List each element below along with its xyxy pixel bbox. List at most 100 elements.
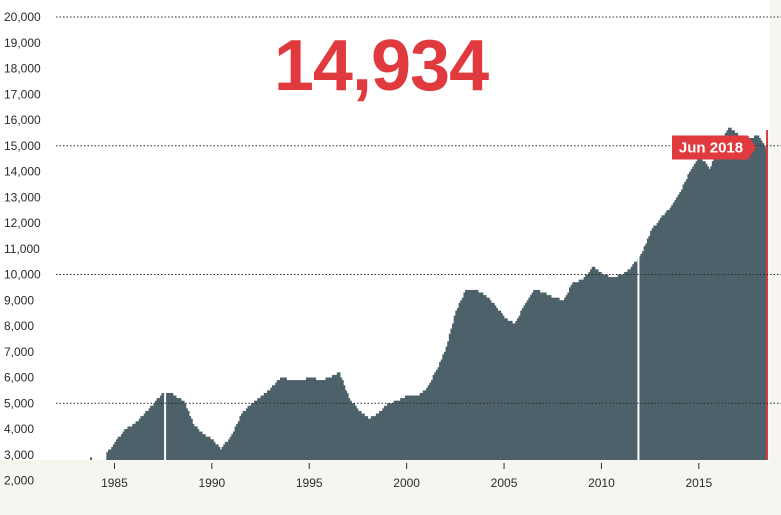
- bar: [538, 289, 541, 460]
- bar: [750, 138, 753, 460]
- bar: [215, 444, 218, 460]
- bar: [322, 380, 325, 460]
- bar: [401, 398, 404, 460]
- bar: [305, 377, 309, 460]
- bar: [486, 297, 489, 460]
- bar: [333, 374, 336, 460]
- bar: [494, 305, 497, 460]
- bar: [187, 410, 190, 460]
- bar: [635, 261, 638, 461]
- bar: [315, 380, 318, 460]
- bar: [344, 390, 347, 461]
- bar: [573, 282, 576, 460]
- bar: [763, 145, 766, 460]
- bar: [533, 289, 536, 460]
- y-tick-label: 2,000: [4, 474, 34, 488]
- bar: [299, 380, 302, 460]
- bar: [210, 439, 213, 460]
- bar: [708, 168, 711, 460]
- bar: [536, 289, 539, 460]
- x-tick-label: 1995: [296, 476, 323, 490]
- bar: [544, 292, 547, 460]
- bar: [146, 410, 149, 460]
- bar: [580, 279, 583, 460]
- bar: [710, 166, 713, 460]
- bar: [169, 392, 172, 460]
- bar: [237, 421, 240, 460]
- bar: [585, 274, 588, 460]
- bar: [106, 452, 109, 460]
- bar: [656, 223, 659, 460]
- bar: [383, 405, 386, 460]
- bar: [758, 138, 761, 460]
- bar: [195, 426, 198, 460]
- bar: [705, 163, 708, 460]
- bar: [296, 380, 299, 460]
- bar: [346, 392, 349, 460]
- bar: [598, 271, 601, 460]
- bars-layer: [90, 127, 768, 461]
- bar: [390, 403, 393, 460]
- bar: [643, 246, 646, 460]
- bar: [560, 300, 563, 460]
- bar: [338, 372, 341, 460]
- bar: [197, 429, 200, 460]
- bar: [689, 171, 692, 460]
- bar: [728, 127, 731, 460]
- bar: [677, 194, 680, 460]
- bar: [361, 413, 364, 460]
- bar: [502, 315, 505, 460]
- bar: [520, 310, 523, 460]
- bar: [254, 400, 257, 460]
- bar: [604, 274, 607, 460]
- bar: [612, 277, 615, 460]
- bar: [682, 184, 685, 461]
- bar: [349, 400, 352, 460]
- bar: [578, 279, 581, 460]
- bar: [443, 351, 446, 460]
- bar: [216, 444, 219, 460]
- bar: [495, 307, 498, 460]
- bar: [271, 385, 274, 460]
- bar: [341, 380, 344, 460]
- bar: [307, 377, 310, 460]
- bar: [416, 395, 419, 460]
- bar: [650, 230, 653, 460]
- bar: [620, 274, 623, 460]
- bar: [466, 289, 469, 460]
- bar: [331, 374, 334, 460]
- bar: [447, 341, 450, 460]
- bar: [414, 395, 417, 460]
- bar: [367, 418, 370, 460]
- bar: [396, 400, 399, 460]
- bar: [189, 416, 192, 461]
- x-tick-label: 2010: [588, 476, 615, 490]
- y-tick-label: 7,000: [4, 345, 34, 359]
- bar: [736, 132, 739, 461]
- bar: [572, 282, 575, 460]
- bar: [362, 413, 365, 460]
- bar: [137, 421, 140, 460]
- bar: [693, 163, 696, 460]
- bar: [145, 410, 148, 460]
- bar: [588, 271, 591, 460]
- bar: [452, 323, 455, 460]
- bar: [713, 158, 716, 461]
- bar: [666, 210, 669, 461]
- bar: [336, 372, 339, 460]
- bar: [380, 410, 383, 460]
- bar: [570, 284, 573, 460]
- bar: [276, 380, 279, 460]
- bar: [427, 385, 430, 460]
- bar: [156, 398, 159, 460]
- bar: [241, 413, 244, 460]
- bar: [392, 403, 395, 460]
- bar: [505, 318, 508, 460]
- bar: [325, 377, 328, 460]
- bar: [723, 138, 726, 460]
- bar: [468, 289, 471, 460]
- bar: [304, 380, 307, 460]
- bar: [440, 359, 443, 460]
- bar: [661, 215, 664, 460]
- bar: [379, 410, 382, 460]
